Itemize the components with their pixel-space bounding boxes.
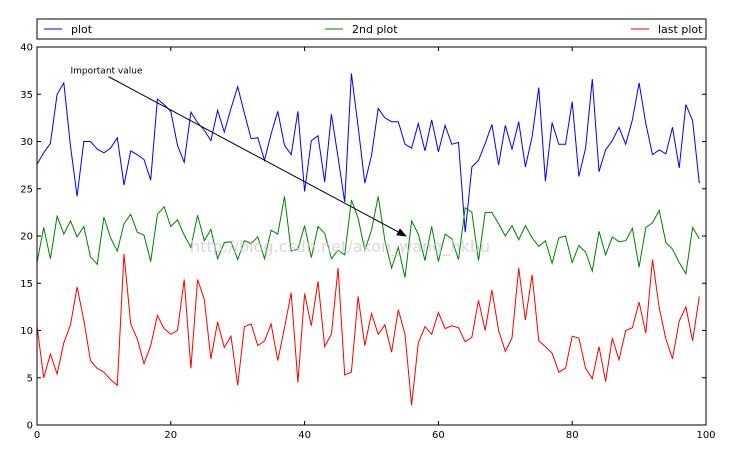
y-tick-label: 30 [20,137,33,148]
annotation-text: Important value [70,67,143,77]
legend-frame [36,18,707,40]
plot-area-frame [36,46,707,426]
x-tick-label: 60 [432,430,445,441]
x-tick-label: 40 [298,430,311,441]
y-tick-label: 15 [20,279,33,290]
y-tick-label: 20 [20,232,33,243]
y-tick-label: 40 [20,43,33,54]
y-tick-label: 35 [20,90,33,101]
x-tick-label: 100 [696,430,715,441]
legend-label-last-plot: last plot [658,23,703,36]
series-line-2nd-plot [36,196,700,278]
watermark-text: http://blog.csdn.net/akon_wang_hkbu [190,237,490,257]
y-tick-label: 0 [27,421,33,432]
legend-items: plot 2nd plot last plot [44,23,703,36]
legend-label-plot: plot [71,23,93,36]
x-tick-label: 80 [566,430,579,441]
series-layer [36,73,700,406]
y-tick-label: 5 [27,373,33,384]
axis-ticks: 0 20 40 60 80 100 0 5 10 15 20 25 30 35 40 [20,43,715,442]
y-tick-label: 10 [20,326,33,337]
annotation-arrow [108,76,407,237]
legend-label-2nd-plot: 2nd plot [352,23,398,36]
legend: plot 2nd plot last plot [36,18,707,40]
x-tick-label: 0 [34,430,40,441]
annotation: Important value [70,67,407,237]
series-line-last-plot [36,253,700,406]
x-tick-label: 20 [164,430,177,441]
y-tick-label: 25 [20,184,33,195]
series-line-plot [36,73,700,233]
